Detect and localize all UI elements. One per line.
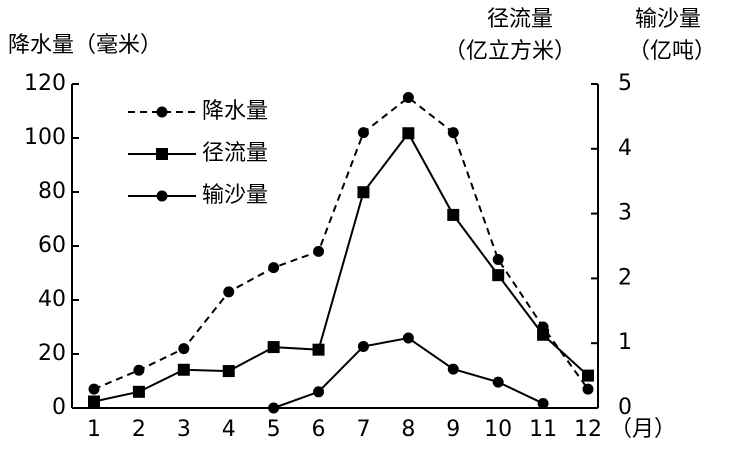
data-point <box>313 245 325 257</box>
data-point <box>537 328 550 341</box>
data-point <box>447 208 460 221</box>
data-point <box>222 365 235 378</box>
legend-label: 径流量 <box>202 141 268 166</box>
y2-tick-label: 0 <box>618 395 632 420</box>
y-tick-label: 100 <box>24 125 66 150</box>
legend-marker <box>156 148 168 160</box>
y-tick-label: 0 <box>52 395 66 420</box>
data-point <box>492 269 505 282</box>
data-point <box>313 386 325 398</box>
x-tick-label: 1 <box>87 417 101 442</box>
x-axis-title: （月） <box>610 417 676 442</box>
y-tick-label: 20 <box>38 341 66 366</box>
x-tick-label: 8 <box>401 417 415 442</box>
series-line <box>93 131 589 403</box>
data-point <box>357 186 370 199</box>
x-tick-label: 6 <box>312 417 326 442</box>
y2-tick-label: 4 <box>618 136 632 161</box>
x-tick-label: 9 <box>446 417 460 442</box>
data-point <box>582 383 594 395</box>
x-tick-label: 2 <box>132 417 146 442</box>
data-point <box>402 127 415 140</box>
data-point <box>402 92 414 103</box>
data-point <box>223 286 235 298</box>
y-tick-label: 60 <box>38 233 66 258</box>
y2-axis-title: （亿立方米） <box>444 39 576 64</box>
data-point <box>357 340 369 352</box>
legend-marker <box>156 106 168 118</box>
y2-tick-label: 3 <box>618 201 632 226</box>
y2-tick-label: 5 <box>618 71 632 96</box>
y-tick-label: 80 <box>38 179 66 204</box>
data-point <box>492 254 504 265</box>
data-point <box>267 341 280 354</box>
y-tick-label: 40 <box>38 287 66 312</box>
data-point <box>447 363 459 375</box>
y-tick-label: 120 <box>24 71 66 96</box>
data-point <box>312 343 325 356</box>
data-point <box>357 127 369 139</box>
y3-axis-title: 输沙量 <box>635 7 701 32</box>
x-tick-label: 10 <box>484 417 512 442</box>
data-point <box>177 363 190 376</box>
legend-marker <box>156 190 168 202</box>
data-point <box>402 332 414 344</box>
y2-tick-label: 2 <box>618 265 632 290</box>
data-point <box>133 364 145 376</box>
x-tick-label: 11 <box>529 417 557 442</box>
y2-tick-label: 1 <box>618 330 632 355</box>
data-point <box>268 262 280 274</box>
x-tick-label: 7 <box>356 417 370 442</box>
data-point <box>582 369 594 382</box>
data-point <box>537 397 549 409</box>
x-tick-label: 4 <box>222 417 236 442</box>
y-axis-title: 降水量（毫米） <box>8 33 162 58</box>
data-point <box>88 395 100 408</box>
y3-axis-title: （亿吨） <box>628 39 716 64</box>
data-point <box>178 343 190 355</box>
y2-axis-title: 径流量 <box>487 7 553 32</box>
legend-label: 输沙量 <box>202 183 268 208</box>
series-line <box>93 96 589 391</box>
data-point <box>132 385 145 398</box>
legend-label: 降水量 <box>202 99 268 124</box>
x-tick-label: 5 <box>267 417 281 442</box>
x-tick-label: 3 <box>177 417 191 442</box>
data-point <box>492 376 504 388</box>
data-point <box>88 383 100 395</box>
data-point <box>447 127 459 139</box>
x-tick-label: 12 <box>574 417 602 442</box>
data-point <box>268 402 280 414</box>
